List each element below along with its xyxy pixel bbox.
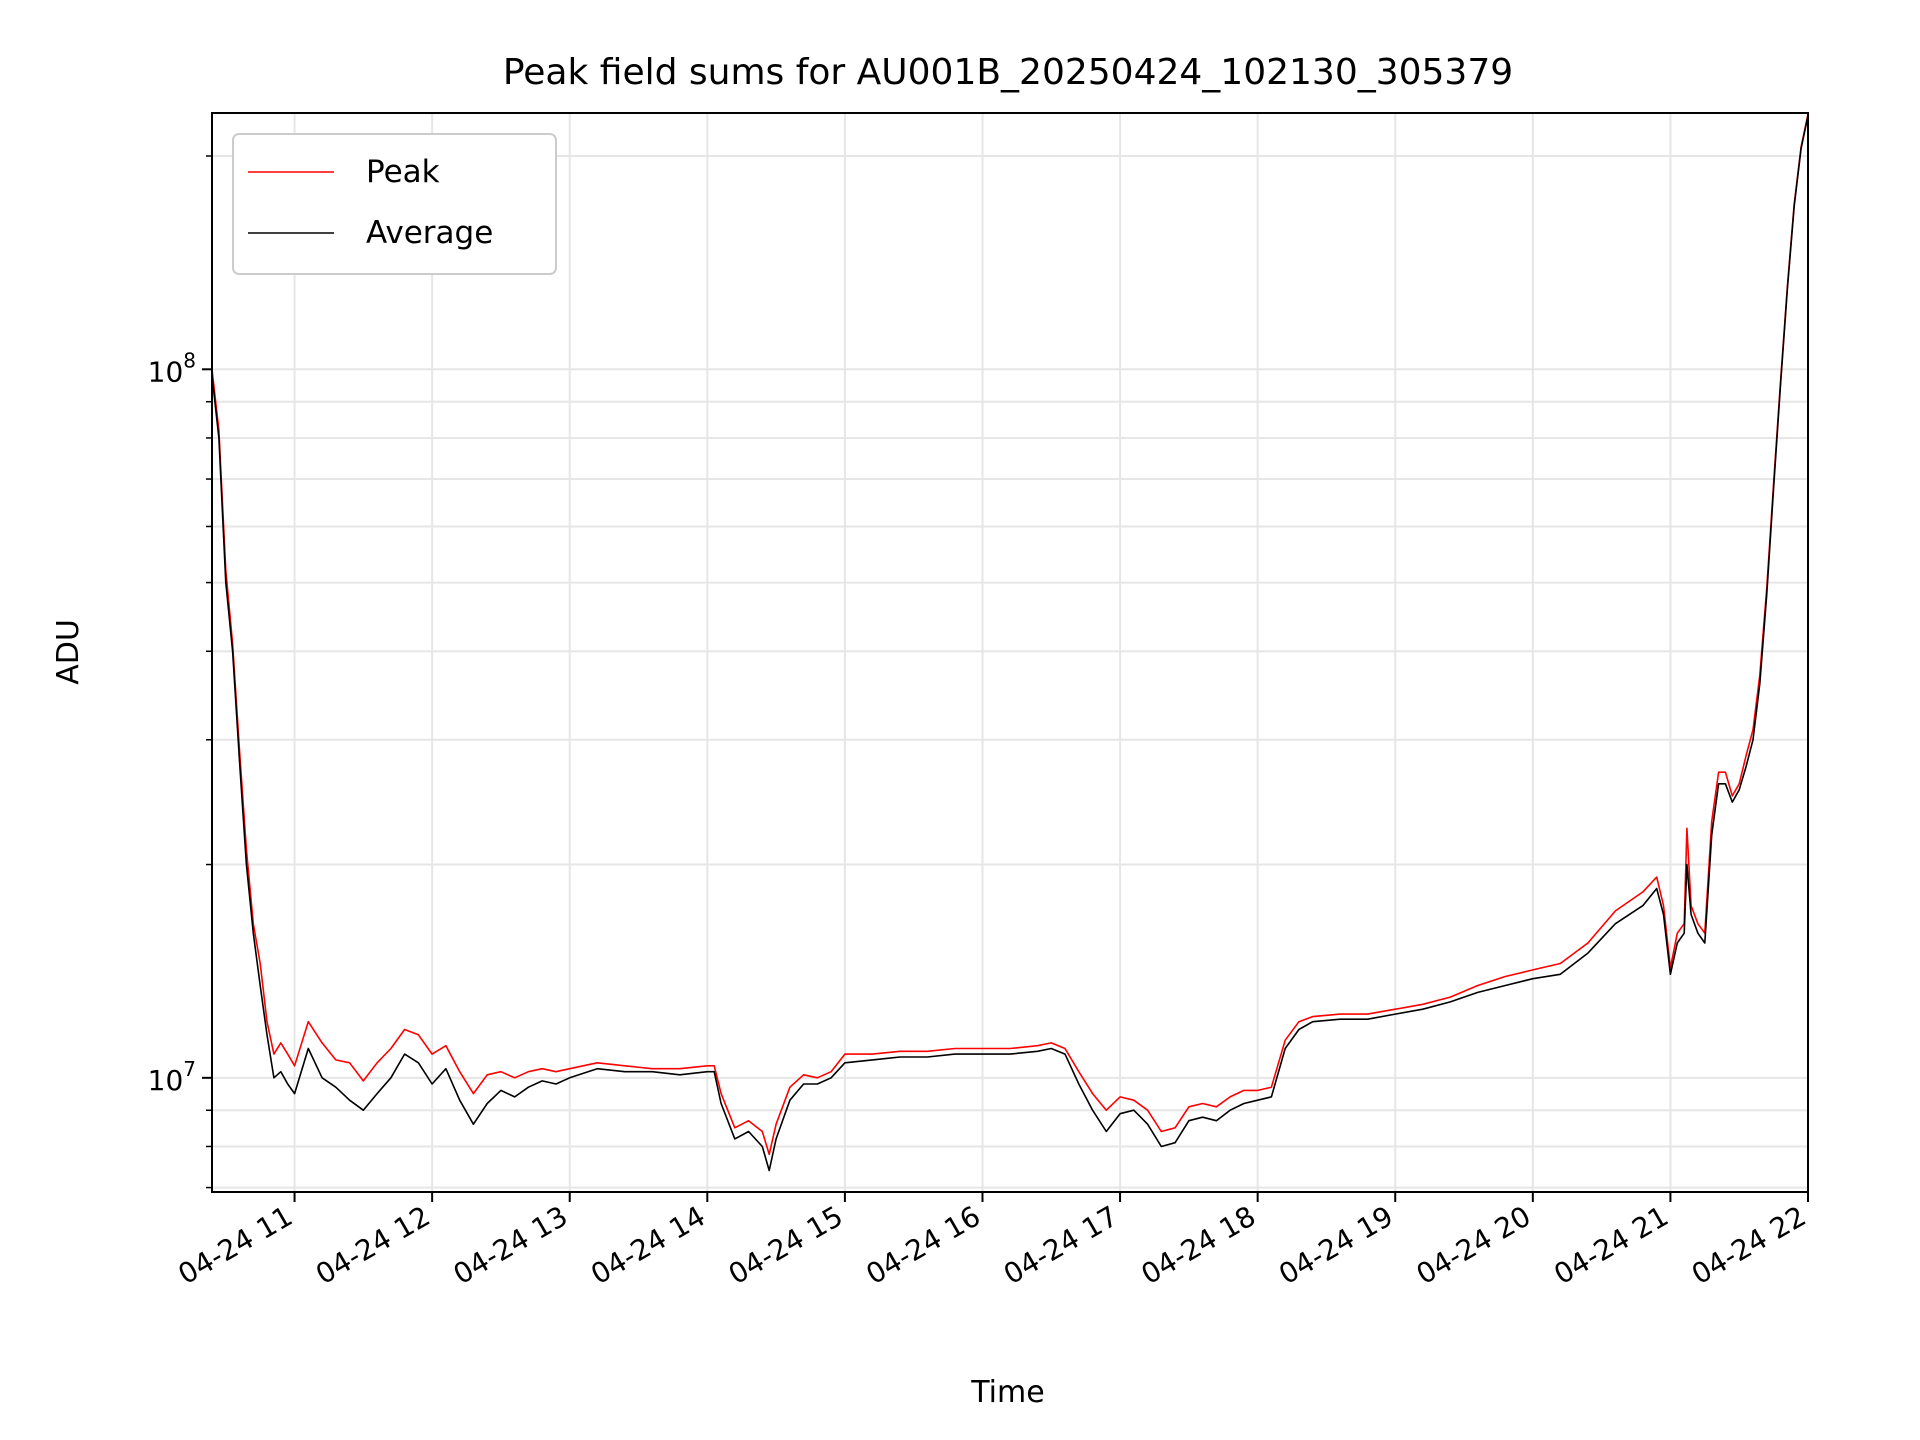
y-tick-label-1: 108 xyxy=(148,348,196,388)
legend-label-peak: Peak xyxy=(366,154,440,190)
y-axis-label: ADU xyxy=(51,619,86,685)
series-layer xyxy=(211,114,1809,1172)
legend-box xyxy=(232,133,557,275)
y-tick-label-0: 107 xyxy=(148,1057,196,1097)
chart-title: Peak field sums for AU001B_20250424_1021… xyxy=(503,52,1513,93)
plot-frame xyxy=(211,112,1809,1193)
legend-label-average: Average xyxy=(366,215,493,251)
x-axis-label: Time xyxy=(970,1375,1044,1410)
legend: Peak Average xyxy=(232,133,557,275)
series-line-average xyxy=(211,115,1809,1172)
plot-area xyxy=(212,113,1808,1192)
grid xyxy=(212,113,1808,1192)
y-axis: 107 108 xyxy=(148,155,212,1189)
